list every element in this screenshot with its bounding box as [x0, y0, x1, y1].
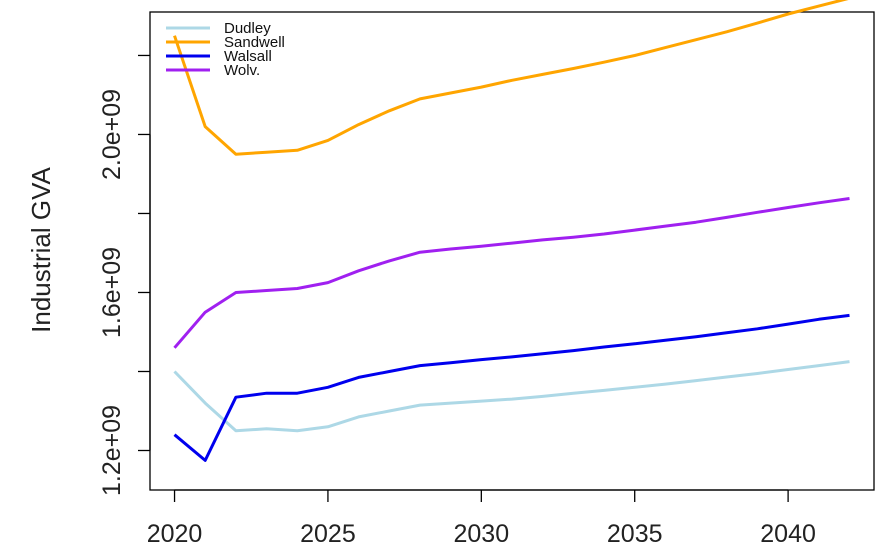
y-tick-label: 2.0e+09: [98, 89, 126, 180]
x-tick-label: 2040: [760, 520, 816, 548]
series-line-walsall: [173, 313, 850, 462]
plot-frame: [149, 11, 875, 491]
x-tick-label: 2020: [147, 520, 203, 548]
series-line-dudley: [173, 360, 850, 433]
x-tick-label: 2030: [454, 520, 510, 548]
y-axis-title: Industrial GVA: [26, 166, 56, 332]
y-tick-label: 1.6e+09: [98, 247, 126, 338]
legend-label: Walsall: [224, 48, 272, 65]
legend-item-sandwell: Sandwell: [166, 34, 285, 51]
x-tick-label: 2025: [300, 520, 356, 548]
legend-item-wolv: Wolv.: [166, 62, 260, 79]
legend-item-walsall: Walsall: [166, 48, 272, 65]
legend-item-dudley: Dudley: [166, 20, 271, 37]
series-layer: [173, 0, 850, 462]
y-axis: 1.2e+09 1.6e+09 2.0e+09: [98, 54, 151, 496]
x-axis: 2020 2025 2030 2035 2040: [147, 489, 816, 548]
x-tick-label: 2035: [607, 520, 663, 548]
legend-label: Wolv.: [224, 62, 260, 79]
series-line-sandwell: [173, 0, 849, 156]
legend-label: Sandwell: [224, 34, 285, 51]
legend-label: Dudley: [224, 20, 271, 37]
y-tick-label: 1.2e+09: [98, 405, 126, 496]
series-line-wolv: [173, 197, 850, 349]
